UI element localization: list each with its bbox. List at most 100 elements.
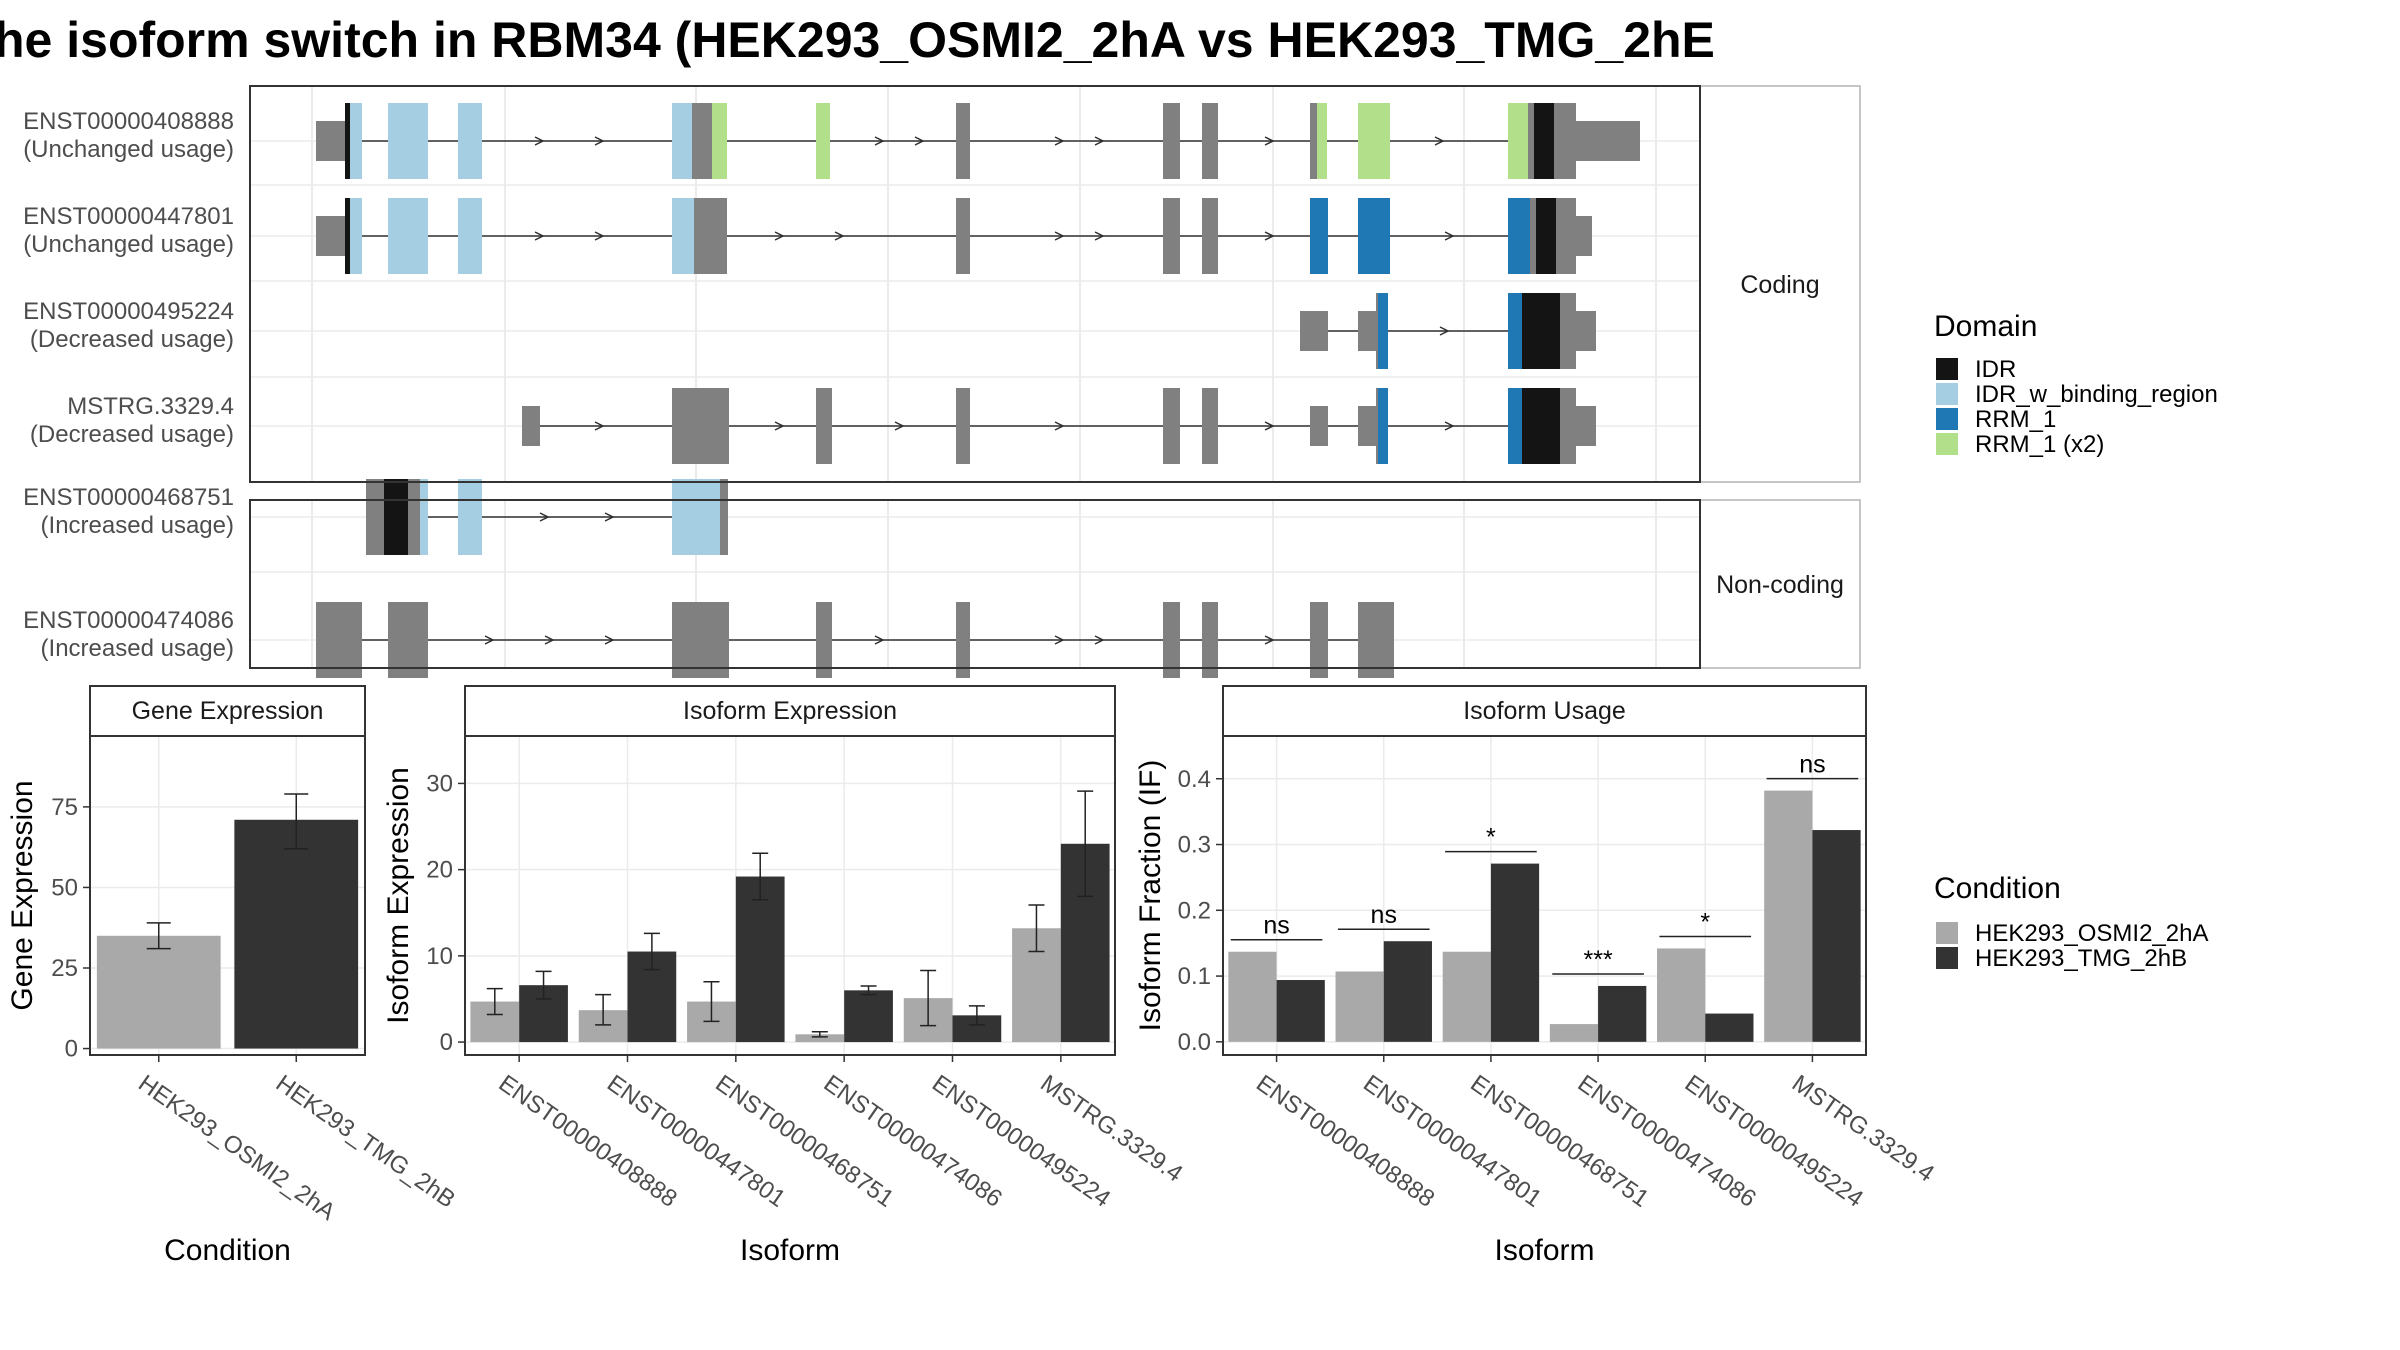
strand-arrow — [874, 136, 885, 146]
strand-arrow — [774, 421, 785, 431]
domain-idr-w-binding-region — [672, 479, 722, 555]
strand-arrow — [1094, 635, 1105, 645]
domain-idr-w-binding-region — [458, 103, 482, 179]
transcript-status: (Unchanged usage) — [23, 231, 234, 258]
significance-label: ns — [1371, 901, 1397, 929]
bar — [1228, 951, 1277, 1042]
x-tick-label: ENST00000468751 — [710, 1070, 898, 1213]
exon — [1556, 198, 1576, 274]
domain-idr-w-binding-region — [388, 198, 428, 274]
strand-arrow — [874, 635, 885, 645]
exon — [720, 479, 728, 555]
strand-arrow — [1264, 136, 1275, 146]
exon — [1576, 406, 1596, 446]
strand-arrow — [1444, 231, 1455, 241]
strip — [1222, 685, 1867, 737]
domain-idr — [1536, 198, 1556, 274]
exon — [956, 103, 970, 179]
bar — [1549, 1024, 1599, 1042]
strand-arrow — [604, 512, 615, 522]
chart-title: Isoform Usage — [1463, 697, 1626, 725]
transcript-status: (Decreased usage) — [30, 326, 234, 353]
exon — [1163, 388, 1180, 464]
domain-rrm-1-x2 — [816, 103, 830, 179]
exon — [956, 198, 970, 274]
domain-rrm-1 — [1378, 388, 1388, 464]
y-tick-label: 0.3 — [1178, 832, 1211, 859]
bar-charts: Gene Expression0255075HEK293_OSMI2_2hAHE… — [6, 685, 1939, 1267]
domain-idr — [1522, 388, 1560, 464]
exon — [1358, 311, 1376, 351]
y-tick-label: 0.0 — [1178, 1029, 1211, 1056]
strand-arrow — [834, 231, 845, 241]
x-tick-label: ENST00000408888 — [1251, 1070, 1439, 1213]
exon — [316, 121, 350, 161]
strand-arrow — [1434, 136, 1445, 146]
legend-key — [1936, 383, 1958, 405]
exon — [366, 479, 384, 555]
domain-rrm-1 — [1508, 293, 1522, 369]
strand-arrow — [1054, 421, 1065, 431]
domain-idr-w-binding-region — [350, 198, 362, 274]
strand-arrow — [894, 421, 905, 431]
exon — [1358, 602, 1394, 678]
y-tick-label: 0 — [65, 1036, 78, 1063]
domain-idr — [345, 103, 352, 179]
bar — [234, 819, 359, 1049]
exon — [672, 602, 729, 678]
exon — [1202, 602, 1218, 678]
strand-arrow — [1264, 635, 1275, 645]
x-axis-label: Condition — [164, 1234, 291, 1267]
exon — [1310, 406, 1328, 446]
exon — [672, 388, 729, 464]
y-tick-label: 30 — [426, 770, 453, 797]
legend-key — [1936, 358, 1958, 380]
exon — [1576, 311, 1596, 351]
y-tick-label: 75 — [51, 794, 78, 821]
domain-rrm-1 — [1358, 198, 1390, 274]
domain-rrm-1 — [1318, 198, 1328, 274]
exon — [1202, 198, 1218, 274]
strand-arrow — [544, 635, 555, 645]
strand-arrow — [1054, 635, 1065, 645]
transcript-status: (Unchanged usage) — [23, 136, 234, 163]
x-tick-label: ENST00000474086 — [1573, 1070, 1761, 1213]
exon — [956, 602, 970, 678]
exon — [1576, 216, 1592, 256]
transcript-status: (Increased usage) — [41, 512, 234, 539]
strip-noncoding — [1699, 499, 1861, 669]
strand-arrow — [1439, 326, 1450, 336]
significance-label: * — [1486, 824, 1496, 852]
strand-arrow — [1054, 231, 1065, 241]
strip-noncoding-label: Non-coding — [1716, 571, 1844, 599]
exon — [1560, 388, 1576, 464]
exon — [1358, 406, 1376, 446]
exon — [1300, 311, 1328, 351]
x-axis-label: Isoform — [740, 1234, 840, 1267]
chart-title: Gene Expression — [132, 697, 324, 725]
bar — [96, 935, 221, 1049]
domain-idr — [1534, 103, 1554, 179]
strand-arrow — [604, 635, 615, 645]
legend-label: IDR_w_binding_region — [1975, 381, 2218, 408]
domain-rrm-1 — [1508, 198, 1530, 274]
bar — [1598, 985, 1647, 1042]
exon — [1530, 198, 1536, 274]
x-tick-label: ENST00000468751 — [1465, 1070, 1653, 1213]
strip — [89, 685, 366, 737]
strand-arrow — [1264, 231, 1275, 241]
x-axis-label: Isoform — [1494, 1234, 1594, 1267]
y-tick-label: 25 — [51, 955, 78, 982]
y-axis-label: Gene Expression — [6, 780, 39, 1010]
strand-arrow — [1094, 231, 1105, 241]
domain-idr-w-binding-region — [350, 103, 362, 179]
domain-rrm-1-x2 — [1508, 103, 1530, 179]
bar — [1383, 941, 1432, 1042]
domain-idr — [1522, 293, 1560, 369]
domain-rrm-1-x2 — [712, 103, 727, 179]
exon — [316, 602, 362, 678]
domain-rrm-1-x2 — [1317, 103, 1327, 179]
bar — [844, 990, 893, 1043]
bar — [1812, 830, 1861, 1042]
